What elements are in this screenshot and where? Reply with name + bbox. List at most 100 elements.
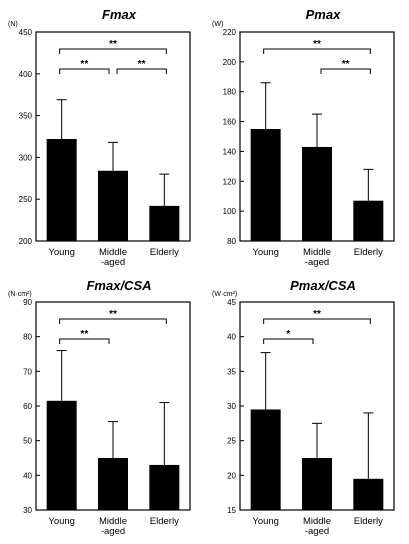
- y-tick-label: 25: [227, 437, 236, 446]
- significance-label: **: [342, 59, 350, 70]
- bar: [98, 458, 128, 510]
- x-tick-label: Elderly: [150, 247, 179, 258]
- significance-bracket: [59, 48, 167, 54]
- x-tick-label: Young: [48, 247, 75, 258]
- significance-bracket: [263, 48, 371, 54]
- y-tick-label: 45: [227, 298, 236, 307]
- x-tick-label: Middle -aged: [303, 247, 331, 268]
- y-tick-label: 15: [227, 506, 236, 515]
- bar: [98, 170, 128, 241]
- significance-bracket: [320, 68, 371, 74]
- x-tick-label-line: Young: [48, 247, 75, 258]
- bar: [46, 139, 77, 241]
- y-tick-label: 40: [23, 471, 32, 480]
- y-tick-label: 100: [223, 207, 237, 216]
- bar: [353, 478, 384, 510]
- chart-pmax: Pmax (W) ** ** 80 100 120 140 160 180 200 220 Young M…: [212, 7, 395, 268]
- x-tick-label: Middle -aged: [303, 516, 331, 537]
- significance-bracket: [263, 338, 314, 344]
- x-tick-label: Young: [48, 516, 75, 527]
- x-tick-label: Young: [252, 247, 279, 258]
- chart-title: Pmax: [306, 7, 341, 22]
- x-tick-label-line: Young: [252, 247, 279, 258]
- chart-fmax: Fmax (N) ** ** ** 200 250 300 350 400 450 Young Midd…: [8, 7, 191, 268]
- y-unit-label: (W·cm²): [212, 291, 237, 298]
- y-tick-label: 350: [19, 112, 33, 121]
- y-tick-label: 400: [19, 70, 33, 79]
- y-tick-label: 120: [223, 177, 237, 186]
- bar: [46, 400, 77, 510]
- bar: [149, 464, 180, 510]
- y-tick-label: 20: [227, 471, 236, 480]
- x-tick-label: Middle -aged: [99, 516, 127, 537]
- significance-bracket: [263, 318, 371, 324]
- x-tick-label: Elderly: [354, 247, 383, 258]
- significance-label: **: [80, 329, 88, 340]
- x-tick-label-line: Elderly: [354, 516, 383, 527]
- significance-label: **: [138, 59, 146, 70]
- x-tick-label: Young: [252, 516, 279, 527]
- x-tick-label-line: Middle: [99, 247, 127, 258]
- y-tick-label: 30: [23, 506, 32, 515]
- y-tick-label: 220: [223, 28, 237, 37]
- y-tick-label: 30: [227, 402, 236, 411]
- plot-frame: [239, 31, 395, 242]
- x-tick-label-line: Elderly: [150, 247, 179, 258]
- x-tick-label-line: Elderly: [150, 516, 179, 527]
- significance-bracket: [59, 318, 167, 324]
- y-tick-label: 200: [223, 58, 237, 67]
- y-tick-label: 70: [23, 367, 32, 376]
- x-tick-label: Elderly: [150, 516, 179, 527]
- chart-title: Fmax: [102, 7, 137, 22]
- x-tick-label-line: Middle: [303, 516, 331, 527]
- significance-label: **: [313, 39, 321, 50]
- y-tick-label: 40: [227, 333, 236, 342]
- x-tick-label: Middle -aged: [99, 247, 127, 268]
- significance-label: **: [80, 59, 88, 70]
- y-tick-label: 50: [23, 437, 32, 446]
- y-unit-label: (N·cm²): [8, 291, 32, 298]
- bar: [302, 458, 332, 510]
- bar: [250, 409, 281, 510]
- y-unit-label: (W): [212, 21, 223, 28]
- bar: [353, 200, 384, 241]
- x-tick-label-line: -aged: [305, 526, 329, 537]
- y-tick-label: 160: [223, 118, 237, 127]
- x-tick-label-line: Elderly: [354, 247, 383, 258]
- y-tick-label: 300: [19, 153, 33, 162]
- y-tick-label: 450: [19, 28, 33, 37]
- y-tick-label: 90: [23, 298, 32, 307]
- significance-bracket: [59, 68, 110, 74]
- significance-label: **: [109, 39, 117, 50]
- y-tick-label: 180: [223, 88, 237, 97]
- significance-label: *: [286, 329, 290, 340]
- x-tick-label-line: Middle: [303, 247, 331, 258]
- significance-bracket: [59, 338, 110, 344]
- y-tick-label: 80: [227, 237, 236, 246]
- plot-frame: [35, 31, 191, 242]
- chart-title: Fmax/CSA: [86, 278, 151, 293]
- x-tick-label: Elderly: [354, 516, 383, 527]
- x-tick-label-line: -aged: [305, 257, 329, 268]
- y-tick-label: 35: [227, 367, 236, 376]
- significance-label: **: [313, 309, 321, 320]
- y-tick-label: 60: [23, 402, 32, 411]
- x-tick-label-line: -aged: [101, 526, 125, 537]
- x-tick-label-line: -aged: [101, 257, 125, 268]
- bar: [302, 146, 332, 241]
- x-tick-label-line: Middle: [99, 516, 127, 527]
- bar: [250, 129, 281, 241]
- y-tick-label: 140: [223, 147, 237, 156]
- chart-title: Pmax/CSA: [290, 278, 356, 293]
- chart-fmax-csa: Fmax/CSA (N·cm²) ** ** 30 40 50 60 70 80 90 Young Mi…: [8, 278, 191, 537]
- bar: [149, 205, 180, 241]
- significance-bracket: [116, 68, 167, 74]
- y-unit-label: (N): [8, 21, 18, 28]
- y-tick-label: 200: [19, 237, 33, 246]
- y-tick-label: 80: [23, 333, 32, 342]
- x-tick-label-line: Young: [48, 516, 75, 527]
- y-tick-label: 250: [19, 195, 33, 204]
- x-tick-label-line: Young: [252, 516, 279, 527]
